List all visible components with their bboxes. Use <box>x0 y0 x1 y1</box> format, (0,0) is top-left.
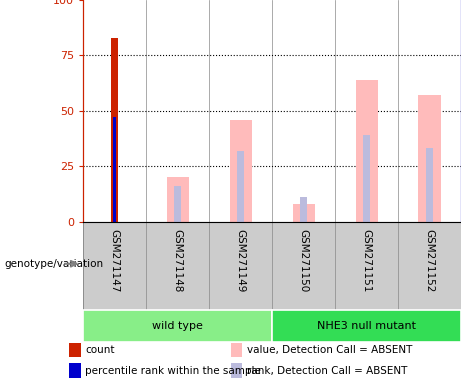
Bar <box>355 80 378 222</box>
Bar <box>419 95 441 222</box>
Text: GSM271148: GSM271148 <box>172 228 183 292</box>
Bar <box>174 186 181 222</box>
Text: GSM271149: GSM271149 <box>236 228 246 292</box>
Bar <box>293 204 314 222</box>
Text: genotype/variation: genotype/variation <box>4 259 103 269</box>
Text: value, Detection Call = ABSENT: value, Detection Call = ABSENT <box>247 345 412 355</box>
Text: count: count <box>85 345 115 355</box>
Bar <box>230 364 242 378</box>
Bar <box>230 343 242 357</box>
Bar <box>69 343 81 357</box>
Text: GSM271150: GSM271150 <box>299 228 308 292</box>
Text: GSM271151: GSM271151 <box>361 228 372 292</box>
Text: rank, Detection Call = ABSENT: rank, Detection Call = ABSENT <box>247 366 407 376</box>
Bar <box>230 120 252 222</box>
Bar <box>112 38 118 222</box>
Bar <box>83 310 272 342</box>
Text: percentile rank within the sample: percentile rank within the sample <box>85 366 261 376</box>
Bar <box>113 118 116 222</box>
Bar <box>363 135 370 222</box>
Bar <box>237 151 244 222</box>
Bar <box>272 310 461 342</box>
Bar <box>301 197 307 222</box>
Bar <box>426 149 433 222</box>
Text: GSM271152: GSM271152 <box>425 228 435 292</box>
Bar <box>69 364 81 378</box>
Text: GSM271147: GSM271147 <box>110 228 119 292</box>
Text: NHE3 null mutant: NHE3 null mutant <box>317 321 416 331</box>
Text: wild type: wild type <box>152 321 203 331</box>
Bar <box>166 177 189 222</box>
